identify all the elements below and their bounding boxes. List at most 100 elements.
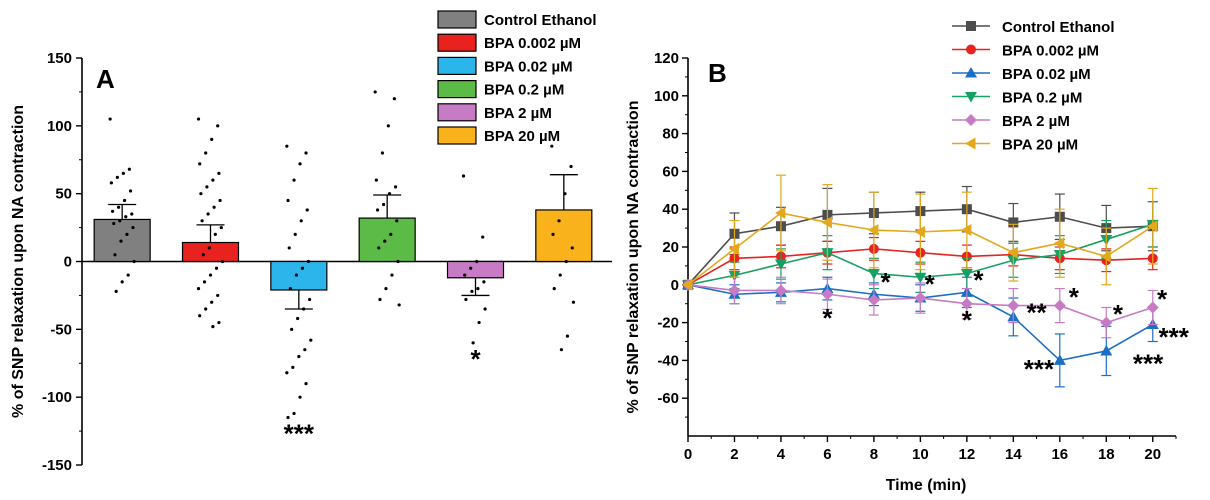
x-axis-title: Time (min) [886,477,967,494]
significance-marker: * [925,269,936,299]
data-point [373,90,377,94]
data-point [290,327,294,331]
bar-bpa-2-m [446,260,505,279]
legend-label: Control Ethanol [484,12,597,29]
data-point [285,371,289,375]
legend-label: BPA 0.02 µM [1002,66,1091,83]
data-point [302,307,306,311]
y-tick-label: 40 [662,201,679,218]
data-point [204,307,208,311]
data-point [298,162,302,166]
significance-marker: * [1157,284,1168,314]
data-point [463,273,467,277]
series-bpa-20-m [682,174,1158,291]
legend-marker [966,44,976,55]
data-point [122,198,127,203]
data-point [299,219,303,223]
legend-marker [965,114,977,126]
data-point [206,212,210,216]
data-point [213,232,217,236]
data-point [682,278,693,291]
data-point [1100,250,1111,263]
data-point [386,124,390,128]
data-point [559,348,564,352]
x-tick-label: 20 [1144,446,1161,463]
bar-bpa-20-m [535,209,593,263]
significance-marker: * [1113,299,1124,329]
data-point [564,259,568,264]
legend-swatch-bpa-2-m [437,103,477,122]
data-point [115,175,119,179]
data-point [286,415,290,420]
significance-marker: *** [284,419,315,449]
data-point [214,266,219,270]
y-tick-label: 80 [662,126,679,143]
data-point [308,297,312,302]
data-point [298,395,302,399]
data-point [728,284,741,297]
data-point [132,259,136,264]
data-point [200,219,204,223]
data-point [378,297,382,302]
data-point [288,287,293,291]
legend-swatch-bpa-0-02-m [437,56,477,76]
data-point [383,239,387,243]
legend-marker [966,21,976,31]
data-point [211,178,215,182]
data-point [303,348,307,352]
data-point [551,232,555,236]
legend-label: BPA 0.002 µM [484,35,581,52]
data-point [1007,299,1020,312]
legend-label: BPA 0.2 µM [484,82,564,99]
data-point [112,221,116,226]
x-tick-label: 6 [823,446,831,463]
data-point [1100,344,1113,356]
data-point [216,124,220,128]
data-point [914,225,925,238]
data-point [217,320,221,325]
data-point [218,198,222,203]
data-point [130,212,134,216]
data-point [477,320,481,325]
data-point [211,325,215,329]
data-point [120,280,124,284]
data-point [867,268,880,280]
legend-label: BPA 2 µM [484,105,552,122]
data-point [469,266,473,270]
data-point [293,232,297,236]
data-point [113,253,117,257]
data-point [464,297,468,302]
x-tick-label: 18 [1098,446,1115,463]
data-point [374,178,378,182]
data-point [960,268,973,280]
x-tick-label: 14 [1005,446,1022,463]
data-point [292,411,296,416]
legend-label: BPA 2 µM [1002,113,1070,130]
data-point [210,300,214,304]
data-point [476,287,480,291]
data-point [292,178,296,182]
y-tick-label: -20 [657,315,679,332]
x-tick-label: 4 [777,446,786,463]
data-point [198,314,202,318]
data-point [728,242,739,255]
data-point [1053,299,1066,312]
legend-swatch-bpa-20-m [437,126,477,145]
data-point [126,273,130,277]
data-point [297,354,301,359]
legend-label: BPA 0.2 µM [1002,90,1082,107]
x-tick-label: 0 [684,446,692,463]
y-tick-label: -150 [42,457,72,474]
data-point [1100,316,1113,329]
data-point [119,239,123,243]
significance-marker: *** [1024,354,1055,384]
y-tick-label: -100 [42,389,72,406]
data-point [217,171,221,175]
x-tick-label: 10 [912,446,929,463]
legend-label: BPA 0.02 µM [484,58,573,75]
legend-marker [965,92,977,103]
data-point [1053,237,1065,250]
data-point [196,287,201,291]
panel-a-bar-chart: -150 -100 -50 0 50 100 150 % of SNP relaxation … [10,10,612,474]
y-axis-title: % of SNP relaxation upon NA contraction [10,105,27,418]
